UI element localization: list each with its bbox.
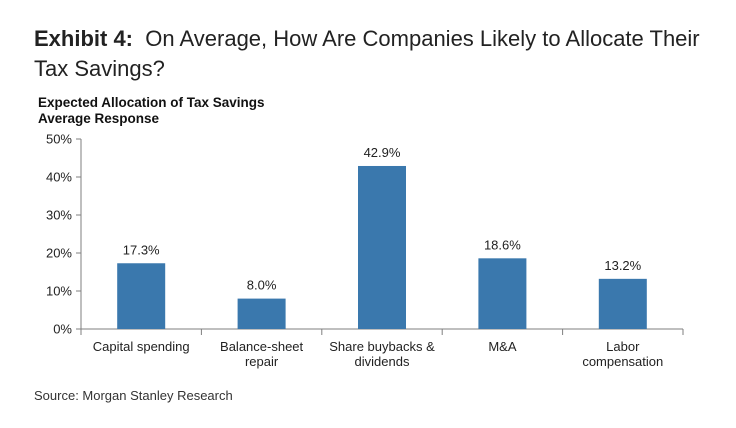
exhibit-title: On Average, How Are Companies Likely to … bbox=[34, 26, 700, 81]
bar bbox=[358, 165, 406, 329]
chart-subtitle: Average Response bbox=[38, 111, 160, 126]
y-tick-label: 20% bbox=[46, 246, 72, 261]
category-label: compensation bbox=[582, 354, 663, 369]
exhibit-heading: Exhibit 4: On Average, How Are Companies… bbox=[34, 24, 714, 84]
y-tick-label: 0% bbox=[53, 322, 72, 337]
data-label: 8.0% bbox=[247, 278, 277, 293]
exhibit-label: Exhibit 4: bbox=[34, 26, 134, 51]
bar bbox=[117, 263, 166, 329]
bar bbox=[478, 258, 527, 329]
data-label: 13.2% bbox=[604, 258, 641, 273]
data-label: 18.6% bbox=[484, 237, 521, 252]
category-label: Balance-sheet bbox=[220, 339, 303, 354]
category-label: M&A bbox=[488, 339, 517, 354]
category-label: Share buybacks & bbox=[329, 339, 435, 354]
y-tick-label: 10% bbox=[46, 284, 72, 299]
bar bbox=[598, 278, 647, 329]
category-label: Labor bbox=[606, 339, 640, 354]
y-tick-label: 50% bbox=[46, 132, 72, 147]
bar bbox=[237, 298, 286, 329]
category-label: Capital spending bbox=[93, 339, 190, 354]
data-label: 42.9% bbox=[364, 145, 401, 160]
source-note: Source: Morgan Stanley Research bbox=[34, 388, 233, 403]
y-tick-label: 30% bbox=[46, 208, 72, 223]
data-label: 17.3% bbox=[123, 242, 160, 257]
chart-title: Expected Allocation of Tax Savings bbox=[38, 95, 265, 110]
chart-title-block: Expected Allocation of Tax Savings Avera… bbox=[38, 95, 265, 127]
category-label: repair bbox=[245, 354, 279, 369]
y-tick-label: 40% bbox=[46, 170, 72, 185]
category-label: dividends bbox=[355, 354, 410, 369]
